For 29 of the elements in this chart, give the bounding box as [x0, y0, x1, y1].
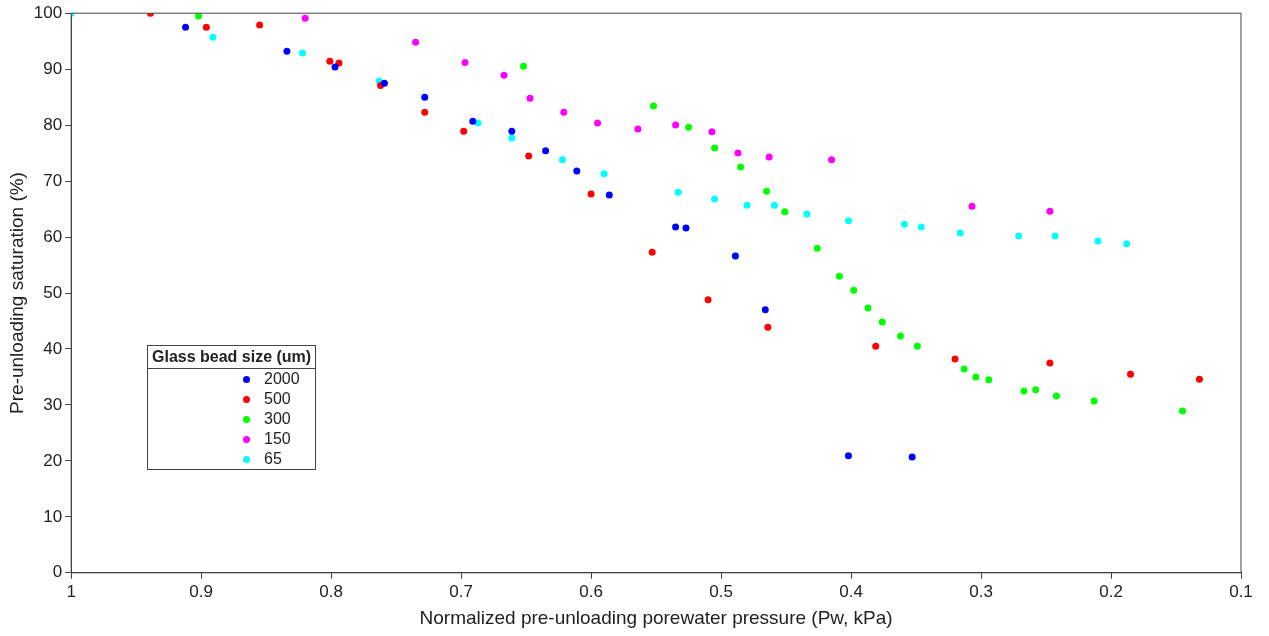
x-tick-label: 0.8: [319, 581, 343, 601]
y-tick-label: 0: [52, 562, 63, 582]
legend-label: 300: [264, 410, 291, 428]
x-tick-label: 0.3: [969, 581, 993, 601]
x-tick-label: 1: [66, 581, 76, 601]
x-tick-label: 0.7: [449, 581, 473, 601]
y-tick-label: 90: [43, 58, 63, 78]
x-tick-label: 0.9: [189, 581, 213, 601]
y-tick-label: 20: [43, 450, 63, 470]
legend-label: 150: [264, 430, 291, 448]
x-tick-label: 0.6: [579, 581, 603, 601]
y-tick-label: 10: [43, 506, 63, 526]
y-tick-label: 60: [43, 226, 63, 246]
x-tick-label: 0.1: [1229, 581, 1253, 601]
x-tick-label: 0.2: [1099, 581, 1123, 601]
legend-title: Glass bead size (um): [148, 346, 316, 369]
legend-label: 65: [264, 450, 282, 468]
y-tick-label: 80: [43, 114, 63, 134]
y-tick-label: 40: [43, 338, 63, 358]
legend-label: 500: [264, 390, 291, 408]
x-axis-title: Normalized pre-unloading porewater pressure (Pw, kPa): [419, 606, 893, 628]
y-tick-label: 100: [33, 2, 63, 22]
y-tick-label: 50: [43, 282, 63, 302]
x-tick-label: 0.4: [839, 581, 863, 601]
x-tick-label: 0.5: [709, 581, 733, 601]
y-tick-label: 70: [43, 170, 63, 190]
y-tick-label: 30: [43, 394, 63, 414]
y-axis-title: Pre-unloading saturation (%): [5, 172, 27, 414]
legend-label: 2000: [264, 370, 300, 388]
